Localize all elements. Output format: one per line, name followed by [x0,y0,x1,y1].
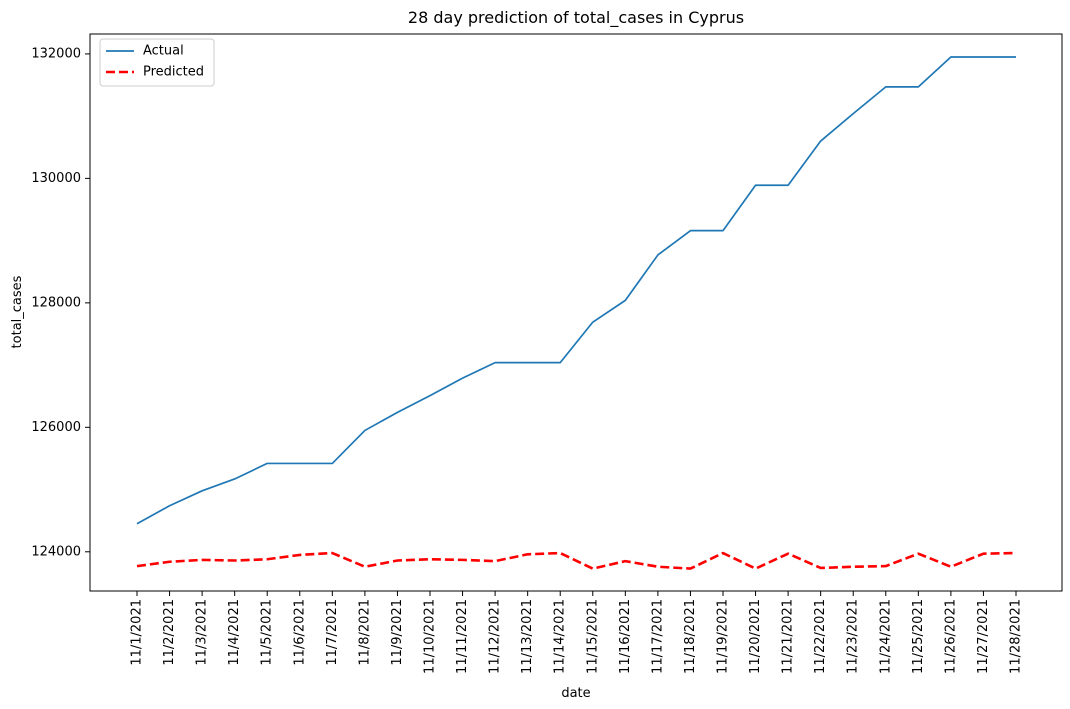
x-tick-label: 11/1/2021 [130,599,145,666]
x-tick-label: 11/9/2021 [390,599,405,666]
series-layer [136,56,1017,570]
x-tick-label: 11/3/2021 [195,599,210,666]
x-tick-label: 11/22/2021 [813,599,828,674]
x-tick-label: 11/23/2021 [846,599,861,674]
x-tick-label: 11/27/2021 [976,599,991,674]
x-tick-label: 11/28/2021 [1009,599,1024,674]
legend-label-actual: Actual [143,44,184,59]
plot-frame [89,33,1063,592]
y-tick-label: 126000 [31,420,81,435]
y-tick-label: 130000 [31,171,81,186]
y-tick-label: 132000 [31,46,81,61]
x-tick-label: 11/15/2021 [585,599,600,674]
x-tick-label: 11/19/2021 [716,599,731,674]
legend: Actual Predicted [99,38,215,87]
y-tick-label: 124000 [31,544,81,559]
x-tick-label: 11/10/2021 [423,599,438,674]
x-tick-label: 11/25/2021 [911,599,926,674]
x-tick-label: 11/8/2021 [357,599,372,666]
x-tick-label: 11/5/2021 [260,599,275,666]
y-tick-label: 128000 [31,295,81,310]
series-line-predicted [136,551,1017,570]
x-tick-label: 11/21/2021 [781,599,796,674]
x-tick-label: 11/16/2021 [618,599,633,674]
y-axis-title: total_cases [10,275,25,348]
x-tick-label: 11/17/2021 [650,599,665,674]
x-tick-label: 11/4/2021 [227,599,242,666]
x-tick-label: 11/13/2021 [520,599,535,674]
x-tick-label: 11/6/2021 [292,599,307,666]
legend-label-predicted: Predicted [143,65,204,80]
x-tick-label: 11/11/2021 [455,599,470,674]
chart-title: 28 day prediction of total_cases in Cypr… [408,8,744,28]
x-axis: 11/1/2021 11/2/2021 11/3/2021 11/4/2021 11/5… [130,591,1024,674]
series-line-actual [136,56,1016,525]
x-tick-label: 11/18/2021 [683,599,698,674]
x-tick-label: 11/20/2021 [748,599,763,674]
x-tick-label: 11/12/2021 [488,599,503,674]
x-axis-title: date [561,686,590,701]
x-tick-label: 11/14/2021 [553,599,568,674]
x-tick-label: 11/2/2021 [162,599,177,666]
x-tick-label: 11/7/2021 [325,599,340,666]
y-axis: 124000 126000 128000 130000 132000 [31,46,90,559]
x-tick-label: 11/26/2021 [943,599,958,674]
x-tick-label: 11/24/2021 [878,599,893,674]
